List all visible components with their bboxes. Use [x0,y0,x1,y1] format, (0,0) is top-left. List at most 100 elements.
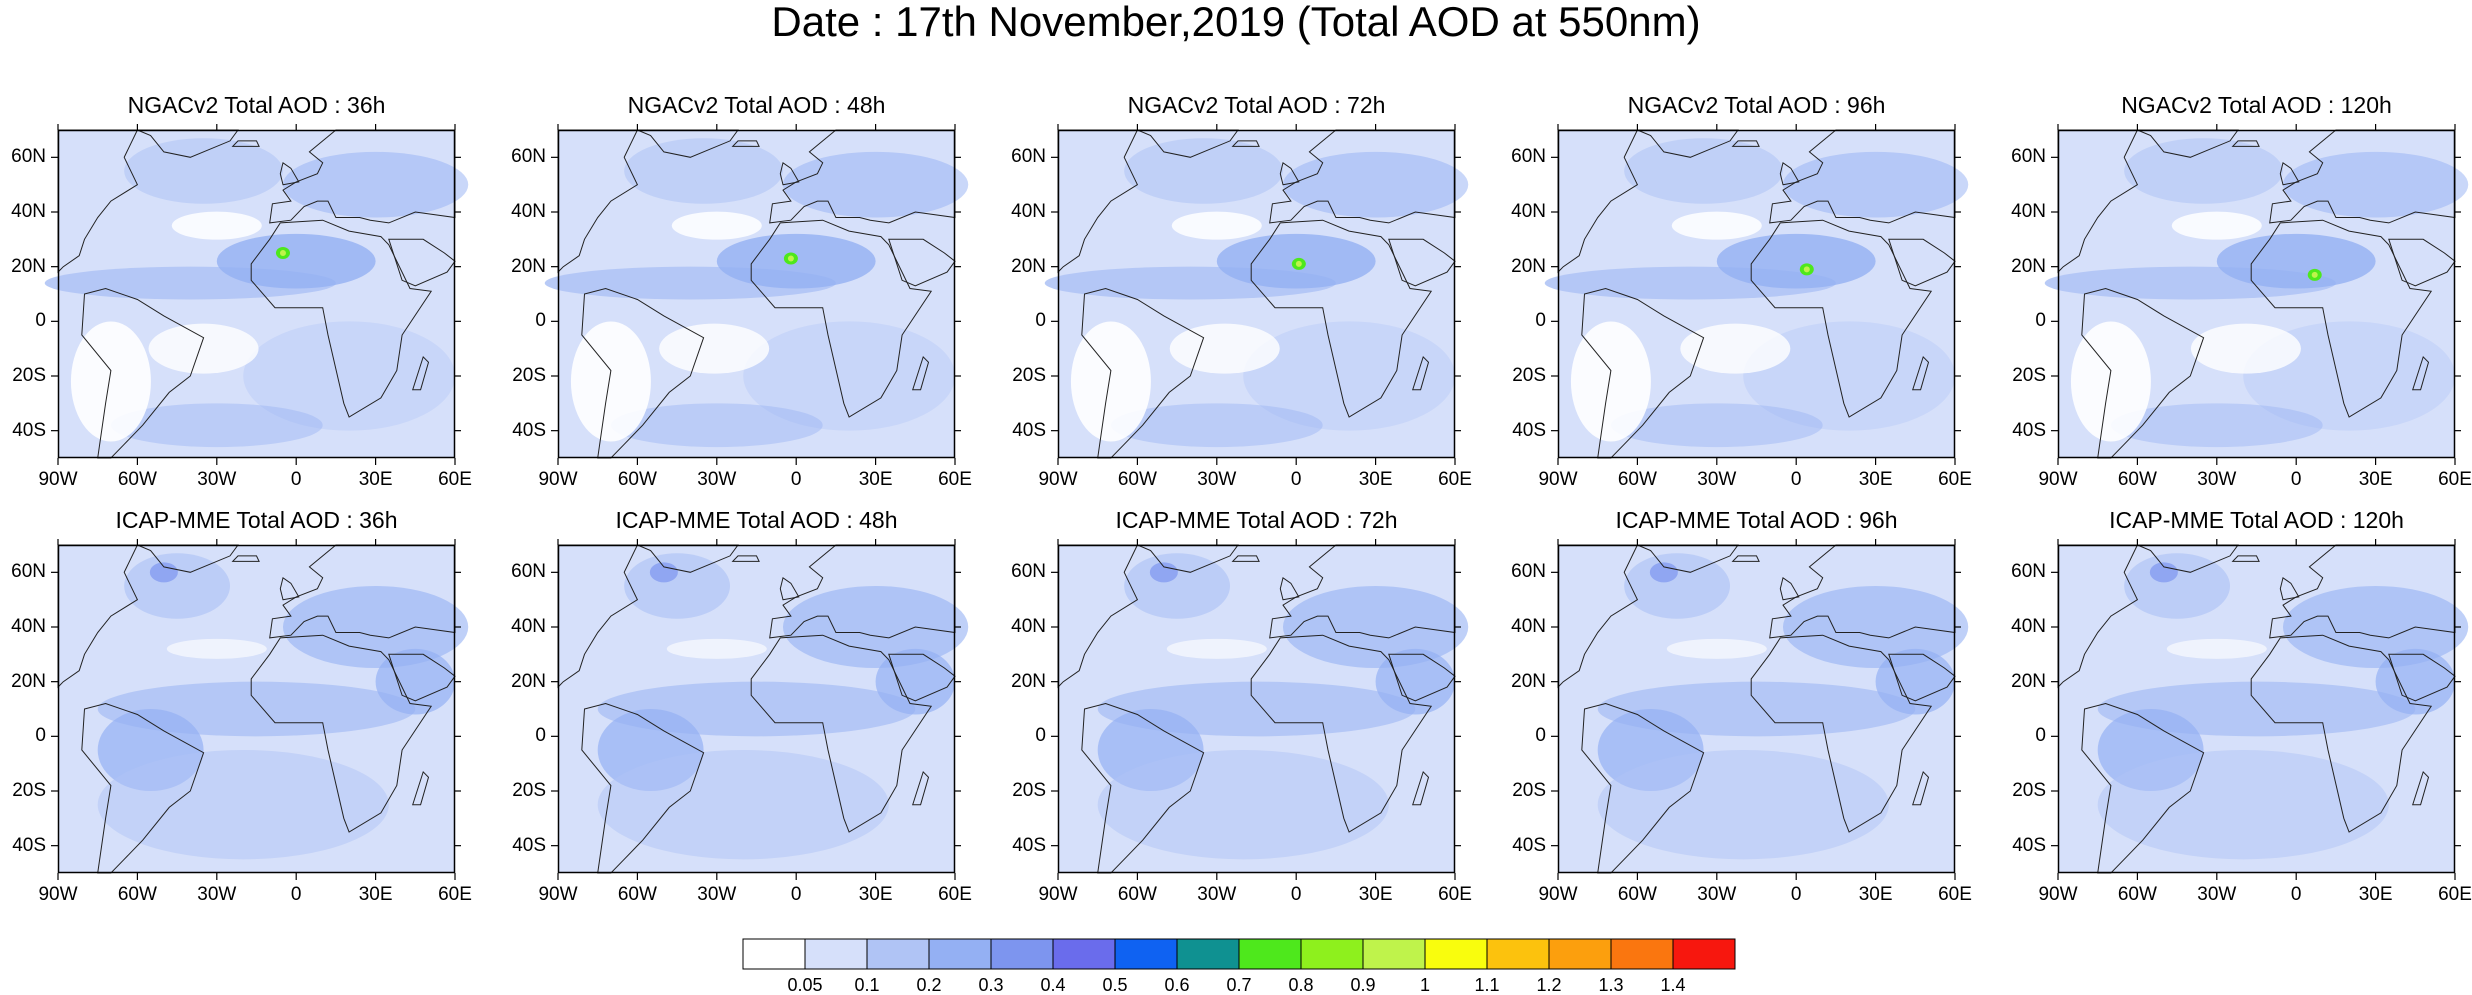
africa-outline [1250,634,1433,833]
uk-outline [2279,576,2300,601]
map-panel [51,539,469,880]
iceland-outline [1231,140,1260,147]
lon-label: 30E [358,469,393,490]
lat-label: 20N [1011,670,1046,692]
lon-label: 0 [1290,884,1302,905]
aod-contour [1282,586,1469,668]
lat-label: 40N [1011,616,1046,637]
lon-label: 60W [1617,469,1657,490]
aod-contour [1782,586,1969,668]
aod-contour [875,648,955,715]
colorbar-swatch [1300,938,1364,970]
lon-label: 30W [2197,884,2237,905]
map-frame [1557,129,1956,459]
lat-label: 60N [511,146,546,168]
aod-contour [149,562,178,583]
aod-contour-clean [1070,321,1151,442]
south-america-outline [581,287,705,459]
panel-title: NGACv2 Total AOD : 96h [1627,92,1886,118]
colorbar-swatch [928,938,992,970]
aod-contour [1649,562,1678,583]
colorbar-swatch [742,938,806,970]
lon-label: 30E [2358,469,2393,490]
panel-title: ICAP-MME Total AOD : 48h [615,507,898,533]
lat-label: 0 [2035,310,2046,332]
map-frame [2057,129,2456,459]
colorbar-tick-label: 0.6 [1164,975,1190,995]
lat-label: 20N [1511,670,1546,692]
uk-outline [279,161,300,186]
arabia-outline [2388,653,2456,702]
aod-contour [124,553,231,619]
aod-contour [282,586,469,668]
uk-outline [779,161,800,186]
south-america-outline [2081,287,2205,459]
colorbar-swatch [1176,938,1240,970]
aod-contour [2097,750,2389,860]
arabia-outline [1388,238,1456,287]
aod-contour [243,321,455,431]
lon-label: 0 [1790,469,1802,490]
map-panel [1051,539,1469,880]
uk-outline [1779,576,1800,601]
lon-label: 30W [2197,469,2237,490]
aod-contour [624,553,731,619]
uk-outline [1279,161,1300,186]
africa-outline [750,219,933,418]
aod-contour [597,750,889,860]
aod-contour [124,138,283,204]
lat-label: 40N [1011,201,1046,222]
iceland-outline [2231,555,2260,562]
lon-label: 60E [2438,469,2472,490]
lat-label: 60N [1511,146,1546,168]
aod-contour [282,151,469,218]
madagascar-outline [1412,770,1430,806]
colorbar-swatch [866,938,930,970]
map-frame [1057,544,1456,874]
lon-label: 60W [1117,884,1157,905]
map-panel [44,124,469,465]
aod-contour [1743,321,1955,431]
lon-label: 30W [697,469,737,490]
lon-label: 60W [2117,884,2157,905]
colorbar-swatch [1610,938,1674,970]
lon-label: 30E [1858,884,1893,905]
aod-contour [1124,138,1283,204]
aod-contour [1124,553,1231,619]
south-america-outline [581,702,705,874]
north-america-outline [557,544,639,689]
madagascar-outline [2412,355,2430,391]
colorbar [742,938,1736,970]
lon-label: 60E [2438,884,2472,905]
lat-label: 40N [511,201,546,222]
aod-contour [1624,553,1731,619]
aod-contour [2216,233,2376,289]
africa-outline [1750,634,1933,833]
lat-label: 40S [512,834,546,856]
lat-label: 60N [1011,146,1046,168]
africa-outline [250,219,433,418]
south-america-outline [1581,702,1705,874]
map-frame [1557,544,1956,874]
aod-contour [1110,403,1323,448]
lon-label: 60E [938,469,972,490]
aod-contour-clean [1666,638,1767,659]
panel-title: ICAP-MME Total AOD : 96h [1615,507,1898,533]
lon-label: 30W [1697,884,1737,905]
lat-label: 40S [12,419,46,441]
colorbar-tick-label: 1.4 [1660,975,1686,995]
iceland-outline [1731,140,1760,147]
lon-label: 90W [2038,884,2078,905]
map-frame [557,544,956,874]
lat-label: 20S [1512,780,1546,801]
aod-contour [649,562,678,583]
lat-label: 20S [1012,780,1046,801]
lon-label: 30E [358,884,393,905]
lon-label: 60E [1938,884,1972,905]
lat-label: 20N [511,670,546,692]
aod-contour [2282,151,2469,218]
lat-label: 40S [1512,834,1546,856]
south-america-outline [81,702,205,874]
map-frame [57,129,456,459]
iceland-outline [1731,555,1760,562]
